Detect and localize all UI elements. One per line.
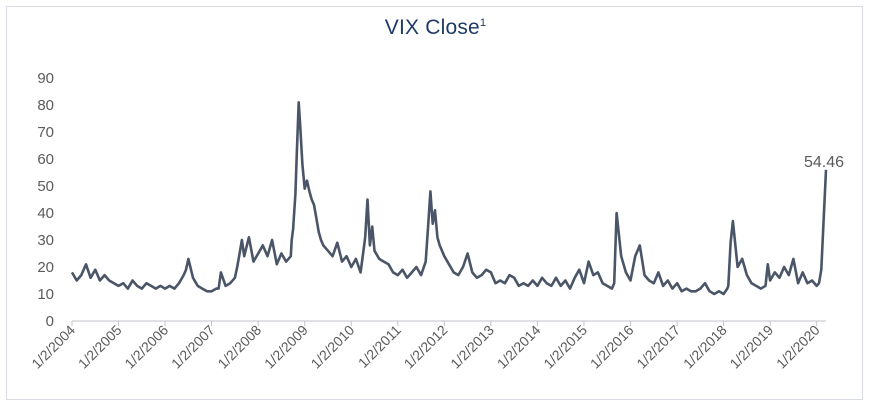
- x-tick-label: 1/2/2019: [726, 322, 776, 372]
- y-tick-label: 40: [37, 205, 54, 222]
- x-tick-label: 1/2/2008: [214, 322, 264, 372]
- chart-frame: [6, 6, 863, 400]
- x-tick-label: 1/2/2006: [121, 322, 171, 372]
- y-tick-label: 50: [37, 178, 54, 195]
- x-tick-label: 1/2/2017: [633, 322, 683, 372]
- chart-title-footnote: 1: [479, 17, 487, 29]
- x-tick-label: 1/2/2018: [680, 322, 730, 372]
- y-tick-label: 0: [46, 313, 54, 330]
- y-tick-label: 80: [37, 97, 54, 114]
- y-tick-label: 30: [37, 232, 54, 249]
- x-tick-label: 1/2/2012: [401, 322, 451, 372]
- x-tick-label: 1/2/2005: [75, 322, 125, 372]
- x-tick-label: 1/2/2014: [494, 322, 544, 372]
- x-tick-label: 1/2/2013: [447, 322, 497, 372]
- chart-title-text: VIX Close: [384, 16, 480, 39]
- x-tick-label: 1/2/2020: [773, 322, 823, 372]
- x-tick-label: 1/2/2016: [587, 322, 637, 372]
- data-label-last-value: 54.46: [804, 154, 844, 171]
- x-tick-label: 1/2/2010: [308, 322, 358, 372]
- y-tick-label: 20: [37, 259, 54, 276]
- x-tick-label: 1/2/2011: [355, 322, 404, 371]
- x-axis-ticks: 1/2/20041/2/20051/2/20061/2/20071/2/2008…: [28, 321, 823, 372]
- y-tick-label: 60: [37, 151, 54, 168]
- series-line-vix: [70, 101, 828, 296]
- y-tick-label: 90: [37, 70, 54, 87]
- y-axis-ticks: 0 10 20 30 40 50 60 70 80 90: [37, 70, 54, 330]
- x-tick-label: 1/2/2007: [168, 322, 218, 372]
- chart-title: VIX Close1: [0, 16, 871, 40]
- y-tick-label: 10: [37, 286, 54, 303]
- x-tick-label: 1/2/2009: [261, 322, 311, 372]
- y-tick-label: 70: [37, 124, 54, 141]
- x-tick-label: 1/2/2015: [540, 322, 590, 372]
